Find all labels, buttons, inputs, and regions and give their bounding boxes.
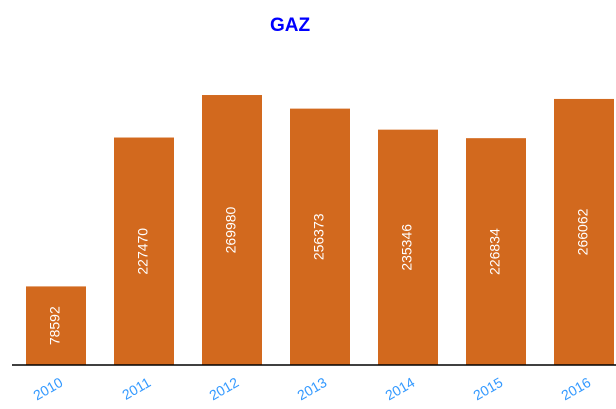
value-label: 227470 (135, 228, 151, 275)
bar (466, 138, 526, 365)
value-label: 266062 (575, 208, 591, 255)
bar (114, 137, 174, 365)
bar (202, 95, 262, 366)
value-label: 256373 (311, 213, 327, 260)
x-tick-label: 2014 (382, 374, 417, 404)
x-tick-label: 2012 (206, 374, 241, 404)
value-label: 226834 (487, 228, 503, 275)
bar (290, 108, 350, 365)
x-tick-label: 2016 (558, 374, 593, 404)
x-tick-label: 2015 (470, 374, 505, 404)
x-tick-label: 2011 (119, 374, 153, 403)
bar (554, 98, 614, 366)
chart-title: GAZ (270, 15, 311, 36)
value-label: 269980 (223, 206, 239, 253)
bar (378, 129, 438, 365)
bar (26, 286, 86, 365)
x-tick-label: 2013 (294, 374, 329, 404)
value-label: 235346 (399, 224, 415, 271)
value-label: 78592 (47, 306, 63, 345)
x-tick-label: 2010 (30, 374, 65, 404)
